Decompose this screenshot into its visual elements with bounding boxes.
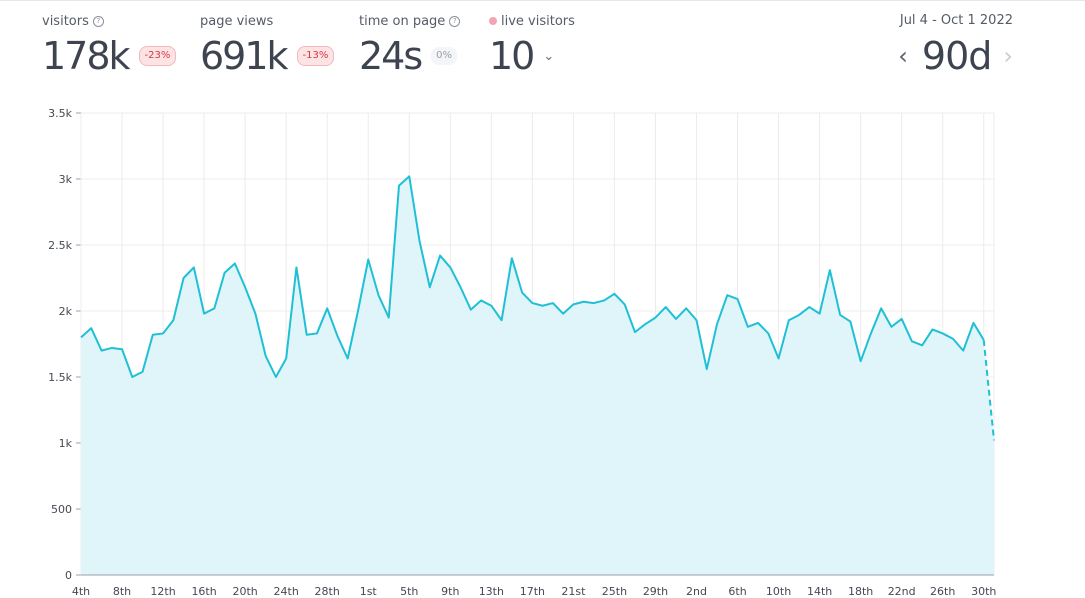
x-tick-label: 13th <box>479 585 504 598</box>
page-views-change-badge: -13% <box>296 46 335 66</box>
chevron-right-icon[interactable]: › <box>1003 42 1013 70</box>
time-on-page-value: 24s <box>359 34 423 78</box>
visitors-label: visitors <box>42 13 89 29</box>
visitors-value-row: 178k -23% <box>42 32 177 80</box>
x-tick-label: 1st <box>360 585 378 598</box>
time-on-page-label: time on page <box>359 13 446 29</box>
page-views-label-row: page views <box>200 12 334 30</box>
y-tick-label: 2k <box>59 305 73 318</box>
chart-series-line <box>80 175 995 441</box>
page-views-value-row: 691k -13% <box>200 32 335 80</box>
time-on-page-value-row: 24s 0% <box>359 32 460 80</box>
x-tick-label: 8th <box>113 585 131 598</box>
date-range-control: Jul 4 - Oct 1 2022 ‹ 90d › <box>898 12 1013 80</box>
x-tick-label: 12th <box>150 585 175 598</box>
range-row: ‹ 90d › <box>898 32 1013 80</box>
page-views-stat[interactable]: page views 691k -13% <box>200 12 335 80</box>
x-tick-label: 5th <box>400 585 418 598</box>
x-tick-label: 30th <box>971 585 996 598</box>
y-tick-label: 1.5k <box>48 371 72 384</box>
top-border <box>0 0 1085 1</box>
x-tick-label: 24th <box>274 585 299 598</box>
page-views-label: page views <box>200 13 274 29</box>
y-axis-labels: 0 500 1k 1.5k 2k 2.5k 3k 3.5k <box>48 107 72 582</box>
x-tick-label: 4th <box>72 585 90 598</box>
x-axis-labels: 4th 8th 12th 16th 20th 24th 28th 1st 5th 9th 13th 1… <box>72 585 997 598</box>
x-tick-label: 6th <box>728 585 746 598</box>
time-on-page-stat[interactable]: time on page ? 24s 0% <box>359 12 461 80</box>
live-visitors-value-row: 10 ⌄ <box>489 32 575 80</box>
page-views-value: 691k <box>200 34 289 78</box>
visitors-label-row: visitors ? <box>42 12 176 30</box>
live-visitors-value: 10 <box>489 34 535 78</box>
x-tick-label: 28th <box>315 585 340 598</box>
series-line-solid <box>80 175 985 378</box>
series-line-partial <box>982 339 995 441</box>
help-circle-icon[interactable]: ? <box>449 15 461 27</box>
y-tick-label: 3k <box>59 173 73 186</box>
chevron-down-icon[interactable]: ⌄ <box>543 48 555 64</box>
y-tick-label: 1k <box>59 437 73 450</box>
x-tick-label: 29th <box>643 585 668 598</box>
help-circle-icon[interactable]: ? <box>92 15 104 27</box>
y-tick-label: 3.5k <box>48 107 72 120</box>
live-visitors-label-row: live visitors <box>489 12 575 30</box>
x-tick-label: 17th <box>520 585 545 598</box>
x-tick-label: 10th <box>766 585 791 598</box>
visitors-stat[interactable]: visitors ? 178k -23% <box>42 12 177 80</box>
x-tick-label: 16th <box>191 585 216 598</box>
visitors-change-badge: -23% <box>138 46 177 66</box>
x-tick-label: 20th <box>232 585 257 598</box>
x-tick-label: 22nd <box>888 585 916 598</box>
live-visitors-label: live visitors <box>501 13 575 29</box>
live-dot-icon <box>489 17 497 25</box>
x-tick-label: 9th <box>441 585 459 598</box>
date-range-text: Jul 4 - Oct 1 2022 <box>899 13 1013 28</box>
x-tick-label: 18th <box>848 585 873 598</box>
visitors-value: 178k <box>42 34 131 78</box>
y-tick-label: 2.5k <box>48 239 72 252</box>
x-tick-label: 14th <box>807 585 832 598</box>
y-tick-label: 0 <box>65 569 72 582</box>
x-tick-label: 2nd <box>686 585 707 598</box>
chevron-left-icon[interactable]: ‹ <box>898 42 908 70</box>
time-on-page-label-row: time on page ? <box>359 12 461 30</box>
x-tick-label: 25th <box>602 585 627 598</box>
x-tick-label: 26th <box>930 585 955 598</box>
live-visitors-stat[interactable]: live visitors 10 ⌄ <box>489 12 575 80</box>
x-tick-label: 21st <box>561 585 586 598</box>
y-tick-label: 500 <box>51 503 72 516</box>
time-on-page-change-badge: 0% <box>431 47 458 65</box>
chart-area-fill <box>81 176 994 576</box>
range-period[interactable]: 90d <box>921 34 992 78</box>
